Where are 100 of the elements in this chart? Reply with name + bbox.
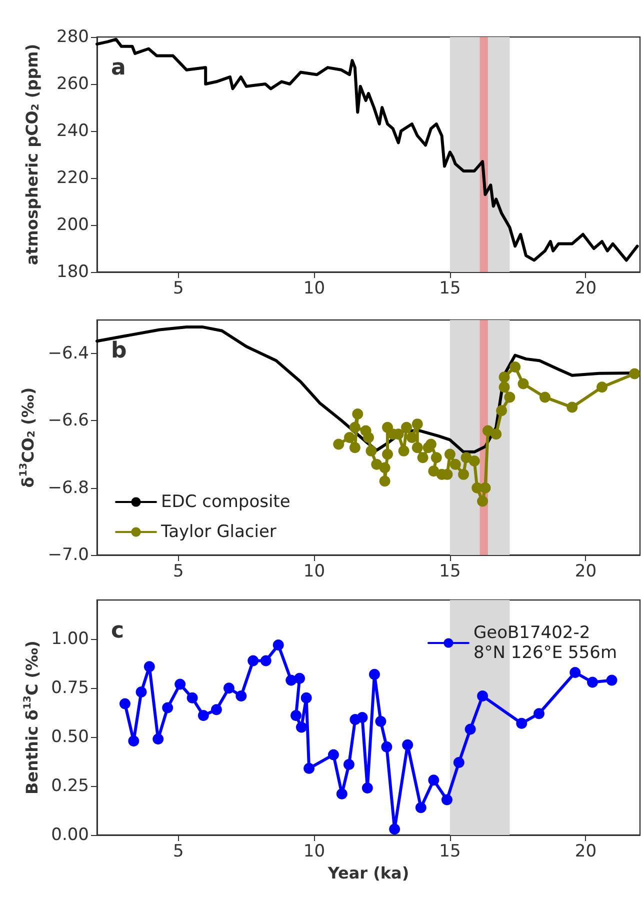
y-tick-label: 200: [56, 215, 89, 235]
point: [570, 666, 581, 678]
point: [444, 448, 456, 460]
y-tick-label: −6.4: [48, 344, 89, 364]
point: [430, 452, 442, 464]
point: [398, 445, 410, 456]
point: [406, 432, 418, 443]
x-tick-label: 15: [439, 278, 461, 298]
x-tick-label: 5: [173, 562, 184, 582]
point: [401, 422, 412, 433]
point: [428, 774, 440, 786]
x-tick-label: 20: [574, 562, 597, 582]
point: [389, 824, 400, 835]
point: [534, 708, 544, 720]
point: [496, 405, 508, 416]
point: [128, 736, 140, 746]
point: [450, 458, 461, 470]
text: c: [111, 618, 124, 644]
point: [606, 674, 618, 686]
y-axis-title: atmospheric pCO2 (ppm): [22, 44, 42, 266]
point: [186, 692, 198, 704]
point: [464, 724, 476, 735]
point: [363, 432, 374, 443]
point: [566, 402, 578, 413]
point: [379, 462, 390, 474]
point: [477, 496, 488, 507]
point: [304, 762, 315, 774]
point: [368, 668, 380, 680]
point: [412, 418, 423, 430]
point: [296, 722, 307, 733]
y-tick-label: 0.50: [51, 727, 89, 748]
point: [336, 788, 348, 800]
point: [490, 428, 502, 440]
point: [349, 422, 360, 433]
point: [349, 442, 360, 454]
point: [379, 476, 390, 487]
x-tick-label: 10: [303, 562, 326, 582]
text: a: [111, 56, 126, 80]
point: [629, 368, 640, 380]
point: [300, 692, 312, 704]
x-axis-title: Year (ka): [326, 864, 410, 882]
point: [468, 456, 480, 466]
point: [162, 702, 174, 714]
point: [119, 698, 130, 710]
point: [458, 468, 470, 480]
point: [596, 382, 608, 393]
y-tick-label: −7.0: [48, 545, 89, 565]
point: [210, 704, 222, 716]
point: [402, 739, 414, 750]
legend-label: EDC composite: [161, 492, 290, 512]
y-tick-label: 280: [56, 27, 89, 47]
y-tick-label: 0.00: [51, 825, 89, 845]
x-tick-label: 20: [574, 842, 597, 862]
point: [136, 686, 147, 698]
point: [290, 710, 302, 722]
y-tick-label: −6.8: [48, 478, 89, 498]
point: [498, 382, 510, 393]
point: [382, 448, 394, 460]
point: [415, 802, 426, 814]
x-tick-label: 15: [439, 562, 461, 582]
point: [272, 640, 284, 651]
x-tick-label: 10: [303, 842, 326, 862]
point: [428, 466, 440, 477]
point: [343, 759, 354, 770]
x-tick-label: 15: [439, 842, 461, 862]
point: [344, 432, 355, 443]
point: [480, 482, 491, 494]
point: [198, 710, 209, 722]
x-tick-label: 20: [574, 278, 597, 298]
point: [152, 734, 164, 745]
point: [587, 676, 598, 688]
y-tick-label: 0.25: [51, 776, 89, 796]
point: [441, 794, 452, 806]
y-tick-label: 240: [56, 121, 89, 141]
y-axis-title: δ13CO2 (‰): [18, 387, 38, 488]
y-tick-label: 260: [56, 74, 89, 94]
point: [425, 438, 436, 450]
point: [375, 716, 386, 727]
point: [516, 718, 528, 729]
point: [412, 442, 423, 454]
point: [381, 741, 392, 752]
line-series: [96, 38, 639, 262]
point: [453, 757, 464, 768]
point: [366, 445, 377, 456]
y-tick-label: 220: [56, 168, 89, 188]
point: [236, 690, 247, 702]
point: [417, 452, 428, 464]
text: b: [111, 338, 127, 364]
point: [174, 678, 186, 690]
point: [223, 682, 234, 694]
point: [539, 392, 550, 403]
point: [144, 661, 155, 672]
point: [477, 690, 488, 702]
x-tick-label: 5: [173, 842, 184, 862]
legend-label: Taylor Glacier: [160, 522, 276, 542]
point: [504, 392, 516, 403]
y-tick-label: 180: [56, 262, 89, 282]
point: [498, 372, 510, 383]
y-tick-label: −6.6: [48, 410, 89, 431]
x-tick-label: 10: [303, 278, 326, 298]
